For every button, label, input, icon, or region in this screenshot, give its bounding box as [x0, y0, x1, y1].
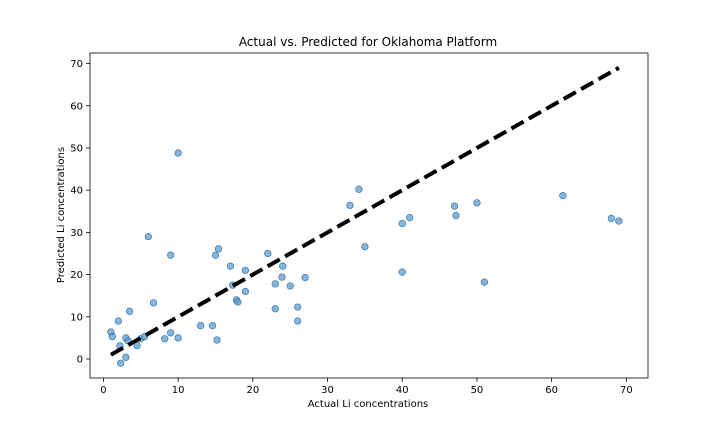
data-point	[161, 335, 169, 343]
chart-title: Actual vs. Predicted for Oklahoma Platfo…	[239, 35, 497, 49]
data-point	[167, 329, 175, 337]
data-point	[144, 232, 152, 241]
data-point	[294, 317, 302, 325]
x-tick-label: 0	[100, 385, 106, 396]
y-tick-label: 0	[77, 355, 83, 366]
x-tick-label: 60	[545, 385, 558, 396]
y-tick-label: 30	[70, 228, 83, 239]
data-point	[452, 211, 460, 220]
data-point	[174, 334, 182, 342]
plot-area	[89, 52, 649, 379]
data-point	[480, 278, 489, 286]
data-point	[559, 192, 567, 200]
x-tick-label: 30	[321, 385, 334, 396]
reference-line	[109, 66, 620, 357]
data-point	[116, 359, 125, 367]
y-axis-label: Predicted Li concentrations	[56, 147, 67, 283]
data-point	[211, 251, 220, 259]
data-point	[301, 273, 309, 282]
y-tick-label: 10	[70, 312, 83, 323]
data-point	[196, 322, 205, 330]
data-point	[294, 303, 302, 311]
data-point	[208, 322, 217, 330]
data-point	[234, 298, 242, 306]
data-point	[264, 249, 272, 258]
axis-ticks: 0 10 20 30 40 50 60 70 0 10 20 30 40 50 60 70	[70, 59, 632, 396]
data-point	[346, 201, 354, 210]
data-point	[278, 273, 286, 281]
data-point	[615, 217, 623, 225]
data-point	[279, 262, 287, 270]
x-tick-label: 50	[471, 385, 484, 396]
data-point	[226, 262, 235, 270]
data-point	[355, 185, 363, 193]
y-tick-label: 50	[70, 143, 83, 154]
data-point	[271, 280, 279, 288]
data-point	[398, 268, 406, 276]
x-axis-label: Actual Li concentrations	[308, 399, 429, 410]
x-tick-label: 10	[172, 385, 185, 396]
data-point	[213, 336, 221, 344]
data-point	[241, 287, 250, 296]
y-tick-label: 60	[70, 101, 83, 112]
data-point	[607, 214, 616, 223]
data-point	[149, 299, 158, 307]
y-tick-label: 20	[70, 270, 83, 281]
data-point	[286, 282, 294, 290]
data-point	[473, 199, 481, 207]
data-point	[361, 243, 369, 251]
data-point	[406, 213, 414, 222]
data-point	[174, 149, 182, 157]
data-point	[114, 317, 123, 325]
data-point	[122, 353, 130, 361]
data-point	[125, 307, 134, 315]
y-tick-label: 70	[70, 59, 83, 70]
x-tick-label: 70	[620, 385, 633, 396]
data-point	[398, 219, 406, 228]
data-point	[241, 266, 250, 275]
axes-frame	[89, 52, 649, 379]
data-point	[108, 332, 117, 341]
data-point	[450, 202, 459, 210]
data-point	[167, 251, 175, 259]
data-point	[214, 245, 223, 253]
y-tick-label: 40	[70, 186, 83, 197]
data-point	[271, 305, 279, 313]
x-tick-label: 20	[246, 385, 259, 396]
x-tick-label: 40	[396, 385, 409, 396]
